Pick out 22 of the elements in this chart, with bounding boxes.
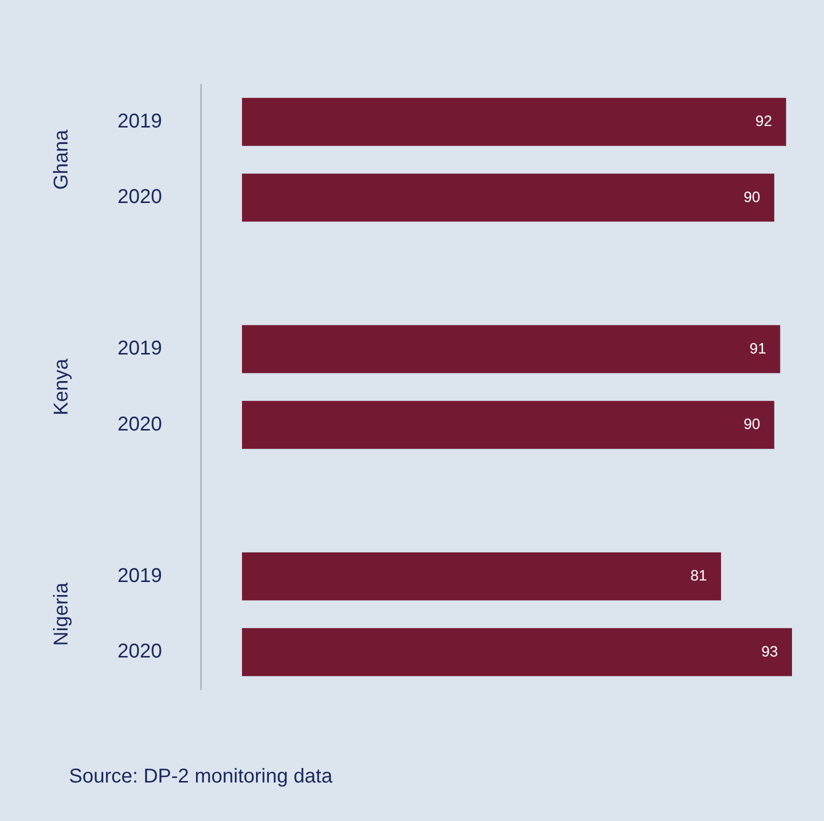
data-label: 93 [761,643,778,660]
data-label: 90 [744,188,760,206]
y-tick-label: 2019 [118,338,162,360]
y-tick-label: 2020 [118,640,162,663]
source-note: Source: DP-2 monitoring data [69,766,334,788]
data-label: 81 [690,568,708,585]
bar [242,552,722,600]
data-label: 91 [749,340,766,358]
bar [242,174,774,222]
data-label: 92 [755,113,772,130]
bar [242,400,774,449]
text: Ghana [50,128,73,190]
text: Nigeria [50,582,73,646]
y-tick-label: 2019 [118,110,162,132]
y-tick-label: 2020 [118,186,162,208]
bar [242,98,786,146]
bar [242,628,792,676]
data-label: 90 [744,416,760,434]
y-tick-label: 2019 [118,564,162,587]
y-tick-label: 2020 [118,413,162,436]
bar [242,325,780,374]
text: Kenya [50,358,73,416]
